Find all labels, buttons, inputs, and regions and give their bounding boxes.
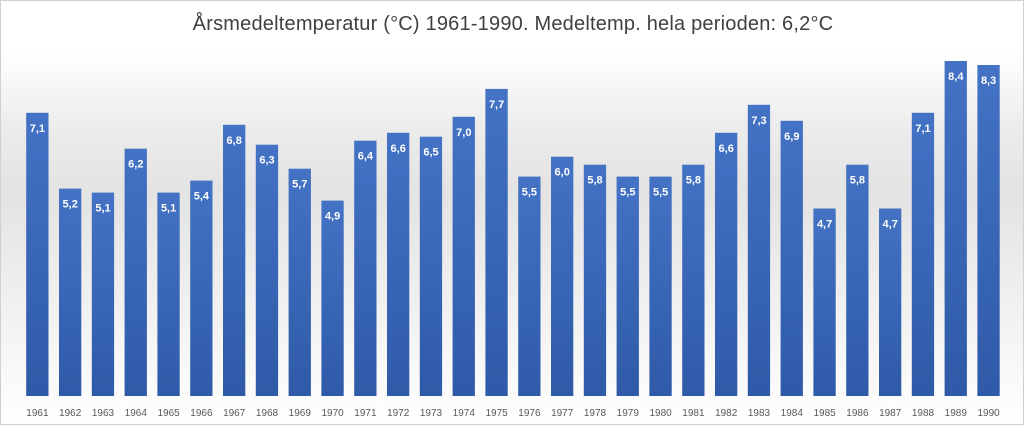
bar-1978 (583, 164, 607, 396)
x-tick-label-1982: 1982 (715, 408, 738, 419)
bar-1973 (419, 136, 443, 396)
chart-title: Årsmedeltemperatur (°C) 1961-1990. Medel… (192, 13, 834, 35)
data-label-1976: 5,5 (522, 187, 537, 199)
bar-1975 (485, 88, 508, 397)
x-tick-label-1989: 1989 (945, 408, 968, 419)
x-axis-ticks: 1961 1962 1963 1964 1965 1966 1967 1968 1969 1970… (26, 408, 1000, 419)
x-tick-label-1972: 1972 (387, 408, 410, 419)
data-label-1984: 6,9 (784, 131, 799, 143)
x-tick-label-1971: 1971 (354, 408, 377, 419)
x-tick-label-1961: 1961 (26, 408, 49, 419)
bar-1981 (682, 164, 705, 396)
x-tick-label-1968: 1968 (256, 408, 279, 419)
bar-1969 (288, 168, 311, 396)
x-tick-label-1981: 1981 (682, 408, 705, 419)
data-label-1971: 6,4 (358, 151, 374, 163)
x-tick-label-1974: 1974 (453, 408, 476, 419)
data-label-1968: 6,3 (259, 155, 274, 167)
data-label-1972: 6,6 (391, 143, 406, 155)
bar-1976 (518, 176, 541, 396)
x-tick-label-1980: 1980 (649, 408, 672, 419)
bar-1972 (387, 132, 410, 397)
bar-1961 (26, 112, 49, 397)
bar-1967 (223, 124, 246, 397)
data-label-1970: 4,9 (325, 211, 340, 223)
bar-1965 (157, 192, 180, 396)
bar-1966 (190, 180, 213, 396)
x-tick-label-1987: 1987 (879, 408, 902, 419)
data-label-1964: 6,2 (128, 159, 143, 171)
data-label-1965: 5,1 (161, 203, 176, 215)
x-tick-label-1988: 1988 (912, 408, 935, 419)
bar-1971 (354, 140, 377, 396)
data-label-1980: 5,5 (653, 187, 668, 199)
x-tick-label-1966: 1966 (190, 408, 213, 419)
x-tick-label-1976: 1976 (518, 408, 541, 419)
bar-1982 (715, 132, 738, 397)
bar-1979 (616, 176, 639, 396)
x-tick-label-1986: 1986 (846, 408, 869, 419)
bar-1990 (977, 65, 1000, 396)
data-label-1975: 7,7 (489, 99, 504, 111)
x-tick-label-1965: 1965 (157, 408, 180, 419)
data-label-1977: 6,0 (555, 167, 570, 179)
bar-1984 (780, 120, 803, 397)
x-tick-label-1973: 1973 (420, 408, 443, 419)
x-tick-label-1964: 1964 (125, 408, 148, 419)
data-label-1978: 5,8 (587, 175, 602, 187)
x-tick-label-1967: 1967 (223, 408, 246, 419)
data-label-1973: 6,5 (423, 147, 438, 159)
bar-1974 (452, 116, 475, 397)
x-tick-label-1990: 1990 (977, 408, 1000, 419)
bar-1988 (911, 112, 935, 397)
data-label-1974: 7,0 (456, 127, 471, 139)
data-label-1986: 5,8 (850, 175, 865, 187)
data-label-1981: 5,8 (686, 175, 701, 187)
bar-1986 (846, 164, 869, 396)
bar-1985 (813, 208, 836, 396)
x-tick-label-1983: 1983 (748, 408, 771, 419)
x-tick-label-1979: 1979 (617, 408, 640, 419)
data-label-1979: 5,5 (620, 187, 635, 199)
data-label-1961: 7,1 (30, 123, 45, 135)
data-label-1962: 5,2 (63, 199, 78, 211)
data-label-1967: 6,8 (227, 135, 242, 147)
x-tick-label-1985: 1985 (813, 408, 836, 419)
x-tick-label-1962: 1962 (59, 408, 82, 419)
bar-1970 (321, 200, 344, 396)
bar-1968 (255, 144, 279, 396)
bar-1964 (124, 148, 147, 396)
x-tick-label-1977: 1977 (551, 408, 574, 419)
data-label-1990: 8,3 (981, 75, 996, 87)
data-label-1988: 7,1 (915, 123, 930, 135)
bar-1963 (91, 192, 115, 396)
x-tick-label-1975: 1975 (485, 408, 508, 419)
data-label-1987: 4,7 (883, 219, 898, 231)
data-label-1982: 6,6 (719, 143, 734, 155)
bar-1980 (649, 176, 672, 396)
data-label-1989: 8,4 (948, 71, 964, 83)
x-tick-label-1970: 1970 (321, 408, 344, 419)
x-tick-label-1963: 1963 (92, 408, 115, 419)
x-tick-label-1969: 1969 (289, 408, 312, 419)
bar-1977 (551, 156, 574, 396)
bar-1989 (944, 61, 967, 396)
bar-1983 (747, 104, 771, 397)
bar-1962 (59, 188, 82, 396)
x-tick-label-1978: 1978 (584, 408, 607, 419)
data-label-1966: 5,4 (194, 191, 210, 203)
data-label-1983: 7,3 (751, 115, 766, 127)
bar-1987 (879, 208, 902, 396)
bars-group: 7,1 5,2 5,1 6,2 5,1 5,4 6,8 6,3 5,7 4,9 6,4 6,6 6,5 7… (26, 61, 1000, 397)
x-tick-label-1984: 1984 (781, 408, 804, 419)
data-label-1963: 5,1 (95, 203, 110, 215)
data-label-1969: 5,7 (292, 179, 307, 191)
data-label-1985: 4,7 (817, 219, 832, 231)
